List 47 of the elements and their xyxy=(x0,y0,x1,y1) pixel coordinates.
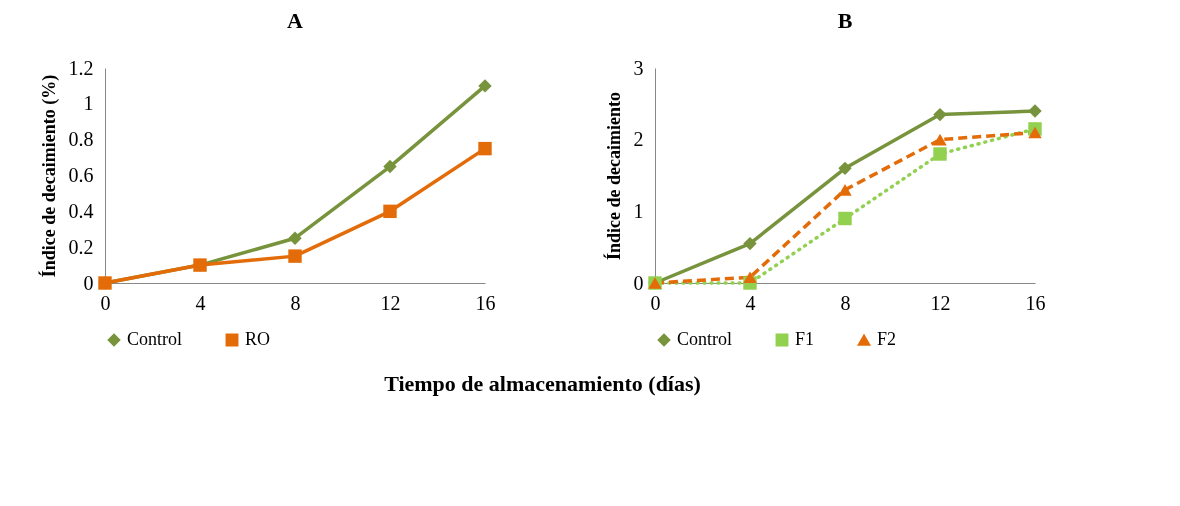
legend-label: F1 xyxy=(795,329,815,349)
y-tick-label: 0.4 xyxy=(68,199,94,222)
point xyxy=(933,133,947,146)
y-tick-label: 1.2 xyxy=(68,56,94,79)
y-tick-label: 1 xyxy=(633,199,644,222)
point xyxy=(478,141,492,156)
x-tick-label: 4 xyxy=(745,291,756,314)
point xyxy=(383,159,397,174)
point xyxy=(743,271,757,284)
y-tick-label: 0 xyxy=(633,271,644,294)
x-tick-label: 0 xyxy=(650,291,661,314)
y-axis-title: Índice de decaimiento (%) xyxy=(37,74,60,278)
chart-title: B xyxy=(837,8,853,33)
legend-label: Control xyxy=(127,329,183,349)
y-tick-label: 0 xyxy=(83,271,94,294)
legend-label: F2 xyxy=(877,329,897,349)
legend-label: Control xyxy=(677,329,733,349)
y-tick-label: 1 xyxy=(83,92,94,115)
x-tick-label: 12 xyxy=(930,291,951,314)
y-axis-title: Índice de decaimiento xyxy=(602,92,624,260)
point xyxy=(838,211,852,226)
x-tick-label: 12 xyxy=(380,291,401,314)
chart-title: A xyxy=(287,8,304,33)
x-tick-label: 16 xyxy=(1025,291,1046,314)
point xyxy=(288,249,302,263)
legend-label: RO xyxy=(245,329,271,349)
x-axis-title: Tiempo de almacenamiento (días) xyxy=(384,371,701,396)
x-tick-label: 4 xyxy=(195,291,206,314)
point xyxy=(383,204,397,219)
y-tick-label: 0.6 xyxy=(68,164,94,186)
point xyxy=(1028,126,1042,139)
point xyxy=(838,184,852,196)
point xyxy=(743,236,757,251)
y-tick-label: 2 xyxy=(633,128,644,151)
point xyxy=(933,107,947,122)
x-tick-label: 16 xyxy=(475,291,496,314)
x-tick-label: 8 xyxy=(840,291,851,314)
point xyxy=(838,161,852,176)
point xyxy=(288,231,302,245)
y-tick-label: 0.2 xyxy=(68,235,94,258)
point xyxy=(478,79,492,93)
point xyxy=(933,147,947,161)
x-tick-label: 0 xyxy=(100,291,111,314)
point xyxy=(1028,104,1042,118)
x-tick-label: 8 xyxy=(290,291,301,314)
y-tick-label: 0.8 xyxy=(68,128,94,151)
y-tick-label: 3 xyxy=(633,56,644,79)
